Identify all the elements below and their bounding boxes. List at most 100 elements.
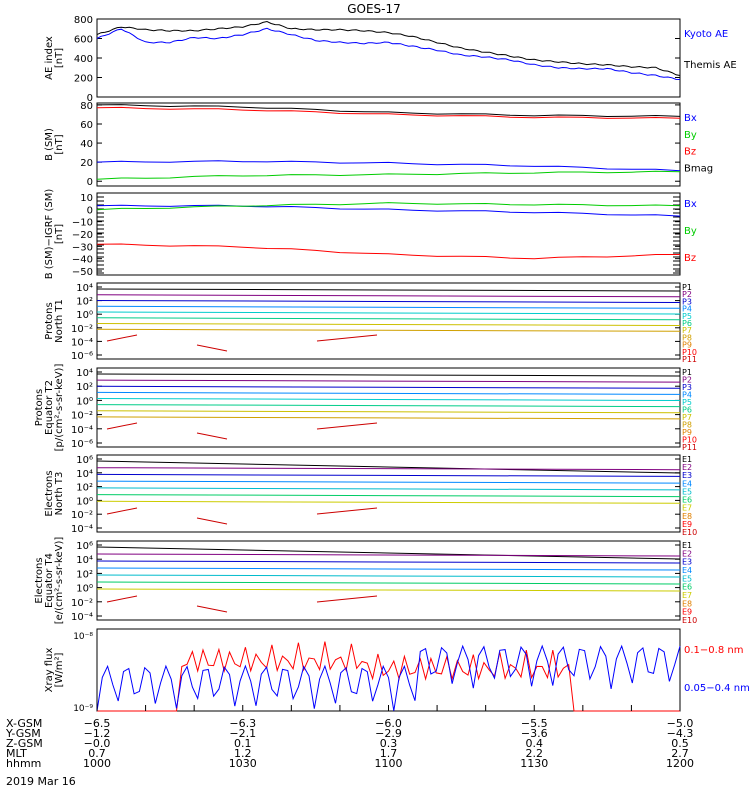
xray-frame xyxy=(96,628,681,712)
x-row-value: −3.6 xyxy=(521,727,548,740)
channel-e3-line xyxy=(96,560,681,564)
channel-high-fragment xyxy=(316,595,378,603)
legend-e8: E8 xyxy=(682,512,692,521)
legend-p10: P10 xyxy=(682,436,697,445)
channel-p7-line xyxy=(96,323,681,326)
legend-e1: E1 xyxy=(682,541,692,550)
channel-high-fragment xyxy=(106,507,138,515)
ae-tick-label: 800 xyxy=(74,15,93,26)
legend-e5: E5 xyxy=(682,574,692,583)
series-bx-line xyxy=(96,204,681,217)
legend-p1: P1 xyxy=(682,283,692,292)
legend-p10: P10 xyxy=(682,348,697,357)
ae-tick-label: 400 xyxy=(74,54,93,65)
channel-e5-line xyxy=(96,487,681,491)
ae-tick-label: 600 xyxy=(74,35,93,46)
db-tick-label: 0 xyxy=(87,205,93,216)
legend-p7: P7 xyxy=(682,326,692,335)
x-row-label: Z-GSM xyxy=(6,737,43,750)
e_equator-tick-label: 10⁶ xyxy=(76,541,93,552)
channel-e6-line xyxy=(96,581,681,585)
legend-e7: E7 xyxy=(682,591,692,600)
xray-tick-label: 10⁻⁸ xyxy=(73,632,93,642)
channel-e4-line xyxy=(96,567,681,571)
x-row-value: 1130 xyxy=(520,757,548,770)
legend-bz: Bz xyxy=(684,253,696,264)
legend-e9: E9 xyxy=(682,520,692,529)
series-xray-short-line xyxy=(96,644,681,712)
legend-kyoto-ae: Kyoto AE xyxy=(684,29,728,40)
legend-e6: E6 xyxy=(682,496,692,505)
xray-tick-label: 10⁻⁹ xyxy=(73,704,93,714)
p_equator-tick-label: 10⁻⁴ xyxy=(71,425,93,436)
legend-e8: E8 xyxy=(682,599,692,608)
p_north-tick-label: 10⁻⁶ xyxy=(71,351,93,362)
channel-high-fragment xyxy=(316,422,378,430)
ae-tick-label: 200 xyxy=(74,74,93,85)
p_equator-ylabel: Equator T2 xyxy=(44,380,55,435)
p_equator-tick-label: 10² xyxy=(76,382,93,393)
e_north-frame xyxy=(96,454,681,533)
p_equator-tick-label: 10⁴ xyxy=(76,368,93,379)
x-row-value: −2.9 xyxy=(375,727,402,740)
e_equator-ylabel: Equator T4 xyxy=(44,553,55,608)
x-row-value: 0.3 xyxy=(380,737,398,750)
ae-ylabel: AE index xyxy=(44,36,55,80)
series-bz-line xyxy=(96,106,681,119)
e_north-ylabel: Electrons xyxy=(44,470,55,516)
e_equator-tick-label: 10⁻⁴ xyxy=(71,612,93,623)
legend-p9: P9 xyxy=(682,341,692,350)
channel-p5-line xyxy=(96,398,681,401)
channel-high-fragment xyxy=(106,595,138,603)
p_north-tick-label: 10⁻⁴ xyxy=(71,337,93,348)
b-tick-label: 20 xyxy=(80,158,93,169)
series-xray-long-line xyxy=(97,641,680,712)
e_equator-frame xyxy=(96,540,681,621)
db-tick-label: −20 xyxy=(72,230,93,241)
db-tick-label: −40 xyxy=(72,255,93,266)
channel-p4-line xyxy=(96,391,681,395)
legend-bmag: Bmag xyxy=(684,163,713,174)
legend-xray-short: 0.05−0.4 nm xyxy=(684,683,750,694)
channel-p7-line xyxy=(96,410,681,414)
ae-tick-label: 0 xyxy=(87,93,93,104)
legend-p11: P11 xyxy=(682,443,697,452)
legend-p4: P4 xyxy=(682,305,692,314)
legend-by: By xyxy=(684,130,697,141)
channel-high-fragment xyxy=(196,344,228,352)
channel-e5-line xyxy=(96,574,681,578)
channel-e1-line xyxy=(96,546,681,560)
legend-p1: P1 xyxy=(682,368,692,377)
channel-e2-line xyxy=(96,553,681,557)
channel-high-fragment xyxy=(316,334,378,342)
series-bz-line xyxy=(96,243,680,260)
x-row-value: 1000 xyxy=(83,757,111,770)
x-row-value: 0.5 xyxy=(671,737,689,750)
legend-e4: E4 xyxy=(682,479,692,488)
b-frame xyxy=(96,102,681,187)
legend-e10: E10 xyxy=(682,528,697,537)
x-row-value: 2.2 xyxy=(526,747,544,760)
x-row-value: −6.3 xyxy=(229,717,256,730)
e_equator-tick-label: 10² xyxy=(76,569,93,580)
channel-e4-line xyxy=(96,480,681,484)
legend-p6: P6 xyxy=(682,406,692,415)
date-label: 2019 Mar 16 xyxy=(6,775,76,788)
legend-e7: E7 xyxy=(682,504,692,513)
xray-ylabel: Xray flux xyxy=(44,648,55,693)
x-row-value: 0.4 xyxy=(526,737,544,750)
p_north-tick-label: 10⁴ xyxy=(76,283,93,294)
channel-p3-line xyxy=(96,385,681,389)
legend-p5: P5 xyxy=(682,312,692,321)
x-row-value: −1.2 xyxy=(84,727,111,740)
b-tick-label: 0 xyxy=(87,177,93,188)
x-row-value: 1.7 xyxy=(380,747,398,760)
legend-e1: E1 xyxy=(682,455,692,464)
series-by-line xyxy=(96,202,681,211)
b-ylabel: [nT] xyxy=(54,134,65,154)
series-bx-line xyxy=(96,160,681,172)
legend-xray-long: 0.1−0.8 nm xyxy=(684,645,743,656)
e_equator-ylabel: Electrons xyxy=(34,557,45,603)
x-row-label: hhmm xyxy=(6,757,41,770)
